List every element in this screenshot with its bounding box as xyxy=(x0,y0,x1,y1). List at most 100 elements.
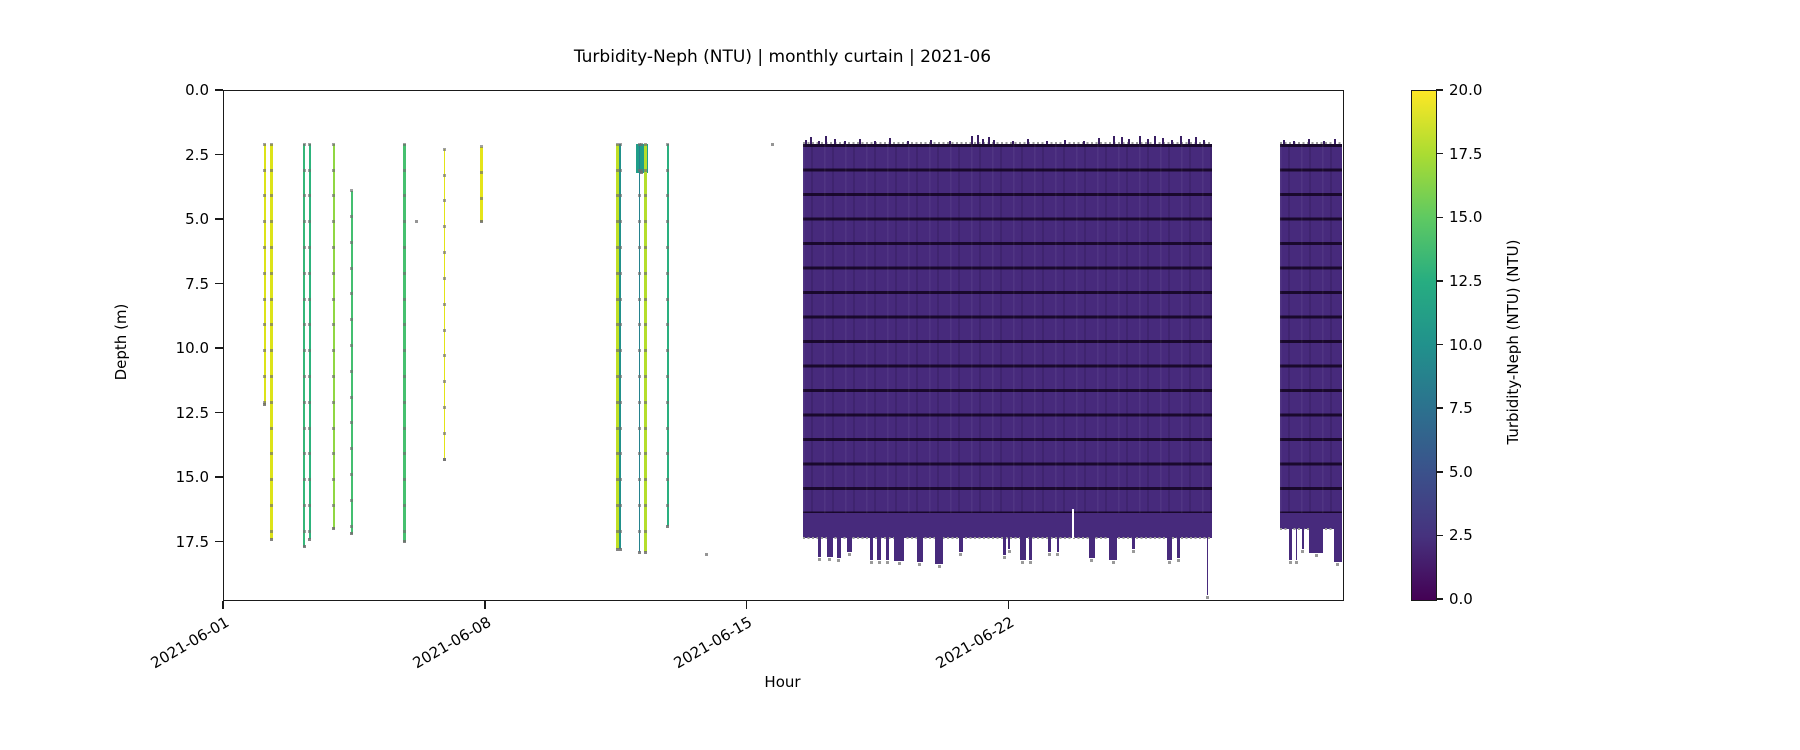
profile-marker xyxy=(308,220,312,224)
profile-marker xyxy=(643,504,647,508)
profile-marker xyxy=(350,292,354,296)
drip-end-dot xyxy=(1168,560,1172,564)
drip xyxy=(1167,535,1173,560)
profile-marker xyxy=(270,297,274,301)
profile-marker xyxy=(350,421,354,425)
profile-marker xyxy=(308,478,312,482)
x-tick-label-text: 2021-06-08 xyxy=(409,613,494,673)
profile-marker xyxy=(666,504,670,508)
spike xyxy=(843,140,846,144)
profile-marker xyxy=(442,147,446,151)
profile-marker xyxy=(332,194,336,198)
plot-border xyxy=(223,90,1344,601)
profile-strip xyxy=(638,144,641,553)
isolated-marker xyxy=(415,220,419,224)
profile-marker xyxy=(332,527,336,531)
drip-end-dot xyxy=(1090,559,1094,563)
y-tick-label: 2.5 xyxy=(185,145,209,164)
profile-marker xyxy=(479,145,483,149)
y-tick xyxy=(215,347,223,349)
colorbar-tick-label: 5.0 xyxy=(1449,462,1473,481)
spike xyxy=(873,141,876,144)
profile-marker xyxy=(350,189,354,193)
drip xyxy=(959,535,963,552)
profile-marker xyxy=(442,380,446,384)
colorbar-tick-label: 7.5 xyxy=(1449,399,1473,418)
profile-marker xyxy=(666,400,670,404)
profile-marker xyxy=(618,323,622,327)
drip xyxy=(1109,535,1118,560)
profile-marker xyxy=(270,245,274,249)
profile-marker xyxy=(666,220,670,224)
colorbar xyxy=(1411,90,1437,601)
drip-end-dot xyxy=(1314,554,1318,558)
profile-marker xyxy=(350,395,354,399)
profile-marker xyxy=(350,498,354,502)
profile-marker xyxy=(616,375,620,378)
drip xyxy=(1295,526,1298,560)
colorbar-tick-label: 0.0 xyxy=(1449,590,1473,608)
profile-marker xyxy=(637,375,641,378)
profile-marker xyxy=(643,142,647,146)
block-top-speckle xyxy=(802,141,1212,145)
drip-end-dot xyxy=(1048,553,1052,557)
profile-marker xyxy=(616,323,620,327)
profile-marker xyxy=(302,375,306,378)
profile-marker xyxy=(402,426,406,430)
drip-end-dot xyxy=(1336,563,1340,567)
profile-marker xyxy=(643,297,647,301)
profile-marker xyxy=(263,403,267,407)
spike xyxy=(987,137,990,144)
profile-marker xyxy=(616,349,620,353)
x-tick-label-text: 2021-06-15 xyxy=(671,613,756,673)
profile-marker xyxy=(332,504,336,508)
profile-marker xyxy=(442,457,446,461)
profile-marker xyxy=(616,529,620,533)
drip-end-dot xyxy=(1028,560,1032,564)
profile-marker xyxy=(402,194,406,198)
profile-marker xyxy=(640,142,644,146)
profile-marker xyxy=(442,328,446,332)
profile-marker xyxy=(270,537,274,541)
profile-strip xyxy=(270,144,274,540)
drip-end-dot xyxy=(1056,553,1060,557)
profile-marker xyxy=(302,478,306,482)
spike xyxy=(1180,135,1183,144)
x-tick-label: 2021-06-08 xyxy=(265,613,494,672)
y-tick xyxy=(215,89,223,91)
drip xyxy=(877,535,882,560)
block-gap xyxy=(1071,509,1074,538)
profile-marker xyxy=(332,375,336,378)
drip xyxy=(1176,535,1180,559)
profile-marker xyxy=(618,297,622,301)
profile-marker xyxy=(666,168,670,172)
drip xyxy=(1206,535,1209,595)
profile-marker xyxy=(637,271,641,275)
profile-marker xyxy=(402,271,406,275)
profile-marker xyxy=(442,354,446,358)
profile-marker xyxy=(308,142,312,146)
profile-marker xyxy=(402,168,406,172)
profile-marker xyxy=(402,540,406,544)
profile-marker xyxy=(618,426,622,430)
profile-marker xyxy=(616,504,620,508)
block-bottom-speckle xyxy=(802,536,1212,540)
profile-marker xyxy=(263,349,267,353)
spike xyxy=(1283,139,1286,144)
profile-marker xyxy=(637,194,641,198)
profile-marker xyxy=(302,426,306,430)
spike xyxy=(993,139,996,144)
spike xyxy=(804,139,807,144)
profile-marker xyxy=(616,168,620,172)
colorbar-tick-label: 2.5 xyxy=(1449,526,1473,545)
profile-marker xyxy=(302,297,306,301)
profile-marker xyxy=(332,168,336,172)
profile-marker xyxy=(442,302,446,306)
profile-marker xyxy=(643,478,647,482)
profile-marker xyxy=(637,452,641,456)
profile-strip xyxy=(350,190,353,534)
drip xyxy=(1131,535,1135,550)
profile-marker xyxy=(643,323,647,327)
profile-marker xyxy=(643,400,647,404)
profile-marker xyxy=(302,194,306,198)
